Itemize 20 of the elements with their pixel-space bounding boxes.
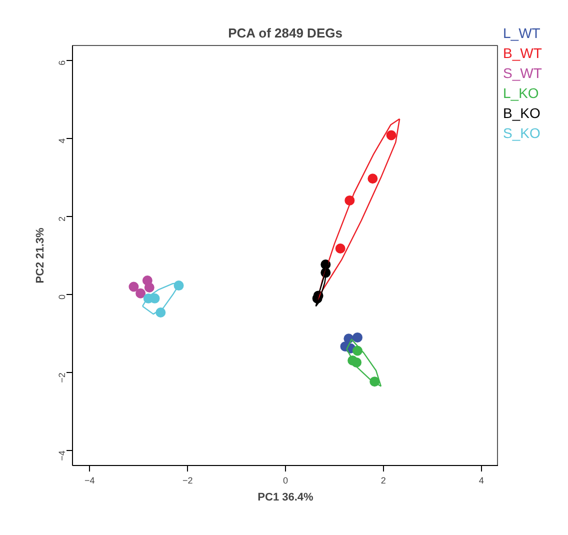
text: S_WT	[503, 64, 542, 83]
y-tick-label: −4	[57, 450, 67, 461]
x-axis-title: PC1 36.4%	[258, 492, 314, 504]
x-tick-label: −4	[84, 476, 95, 486]
y-tick-label: −2	[57, 372, 67, 383]
x-tick-label: 4	[478, 476, 484, 486]
x-tick-label: 2	[380, 476, 386, 486]
y-axis-title: PC2 21.3%	[34, 227, 46, 284]
text: B_WT	[503, 44, 542, 63]
y-tick-label: 6	[57, 60, 67, 66]
x-tick-label: 0	[282, 476, 288, 486]
y-tick-label: 2	[57, 216, 67, 222]
y-tick-label: 0	[57, 294, 67, 300]
text: S_KO	[503, 124, 542, 143]
text: B_KO	[503, 104, 542, 123]
chart-title: PCA of 2849 DEGs	[228, 26, 342, 40]
text: L_WT	[503, 24, 542, 43]
text: L_KO	[503, 84, 540, 103]
y-tick-label: 4	[57, 138, 67, 144]
x-tick-label: −2	[182, 476, 193, 486]
